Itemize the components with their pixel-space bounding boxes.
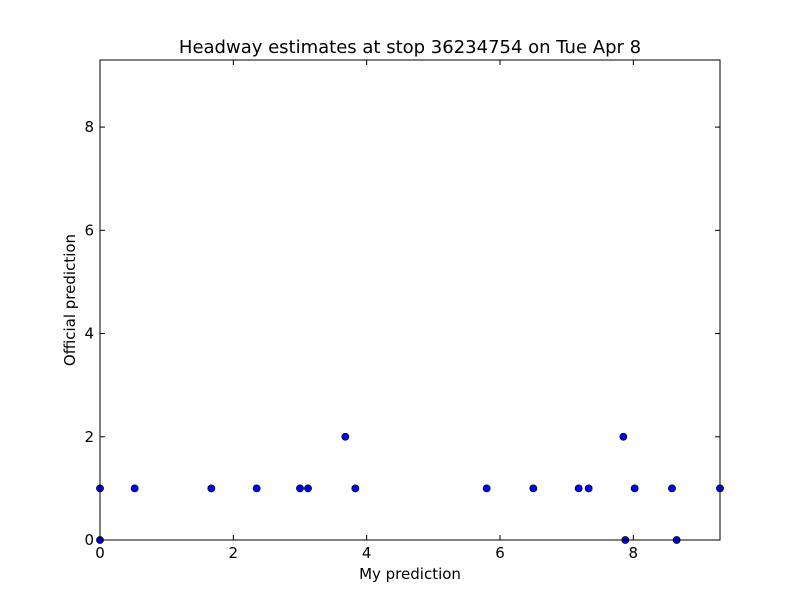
scatter-point: [207, 484, 216, 493]
y-tick-label: 2: [84, 428, 94, 446]
scatter-point: [252, 484, 261, 493]
y-tick-label: 8: [84, 118, 94, 136]
scatter-point: [351, 484, 360, 493]
axis-tick-labels: 0 2 4 6 8 0 2 4 6 8: [84, 118, 638, 562]
y-tick-label: 6: [84, 221, 94, 239]
x-axis-label: My prediction: [359, 565, 461, 583]
scatter-point: [130, 484, 139, 493]
scatter-point: [630, 484, 639, 493]
x-tick-label: 2: [229, 544, 239, 562]
x-tick-label: 8: [629, 544, 639, 562]
x-tick-label: 6: [495, 544, 505, 562]
x-tick-label: 0: [95, 544, 105, 562]
scatter-point: [619, 432, 628, 441]
scatter-point: [574, 484, 583, 493]
plot-frame: [99, 59, 721, 541]
scatter-point: [529, 484, 538, 493]
x-tick-label: 4: [362, 544, 372, 562]
scatter-point: [296, 484, 304, 493]
scatter-point: [482, 484, 491, 493]
scatter-point: [304, 484, 312, 493]
chart-title: Headway estimates at stop 36234754 on Tu…: [179, 37, 641, 58]
scatter-point: [341, 432, 350, 441]
y-axis-label: Official prediction: [61, 234, 79, 366]
y-tick-label: 4: [84, 325, 94, 343]
scatter-point: [668, 484, 676, 493]
scatter-point: [584, 484, 593, 493]
y-tick-label: 0: [84, 531, 94, 549]
